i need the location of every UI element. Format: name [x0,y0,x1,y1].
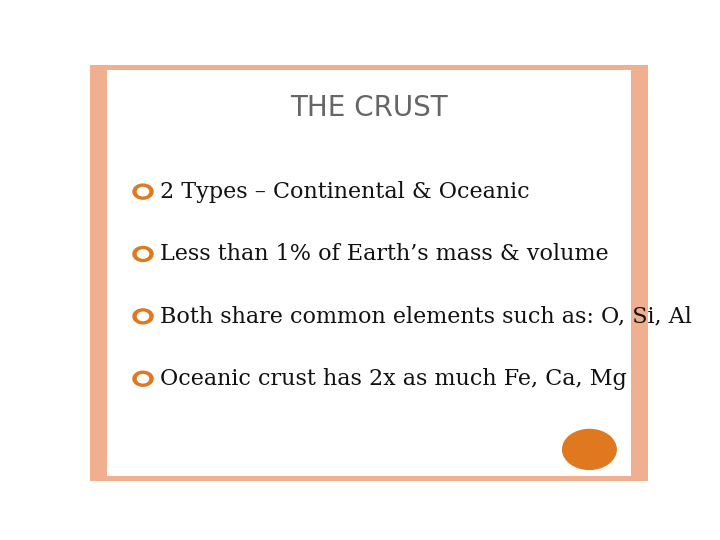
Circle shape [133,371,153,386]
Text: 2 Types – Continental & Oceanic: 2 Types – Continental & Oceanic [160,180,529,202]
Circle shape [138,250,148,258]
Text: Less than 1% of Earth’s mass & volume: Less than 1% of Earth’s mass & volume [160,243,608,265]
Text: Oceanic crust has 2x as much Fe, Ca, Mg: Oceanic crust has 2x as much Fe, Ca, Mg [160,368,626,390]
Circle shape [562,429,616,469]
Bar [631,65,648,481]
Bar [90,476,648,481]
Bar [90,65,107,481]
Circle shape [138,312,148,321]
Circle shape [138,375,148,383]
Circle shape [138,187,148,196]
Bar [90,65,648,70]
Circle shape [133,309,153,324]
Circle shape [133,184,153,199]
Text: THE CRUST: THE CRUST [290,94,448,123]
Circle shape [133,246,153,261]
Text: Both share common elements such as: O, Si, Al: Both share common elements such as: O, S… [160,305,692,327]
